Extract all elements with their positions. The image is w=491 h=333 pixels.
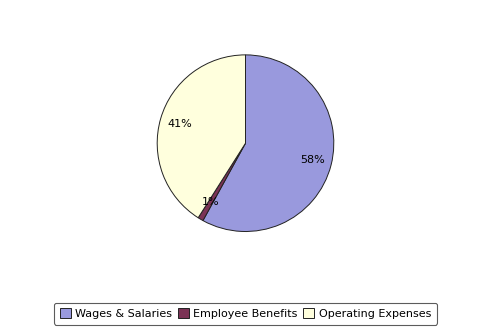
Wedge shape <box>157 55 246 218</box>
Legend: Wages & Salaries, Employee Benefits, Operating Expenses: Wages & Salaries, Employee Benefits, Ope… <box>54 303 437 325</box>
Text: 41%: 41% <box>167 119 191 129</box>
Wedge shape <box>198 143 246 220</box>
Text: 1%: 1% <box>202 197 219 207</box>
Text: 58%: 58% <box>300 155 325 165</box>
Wedge shape <box>203 55 334 231</box>
